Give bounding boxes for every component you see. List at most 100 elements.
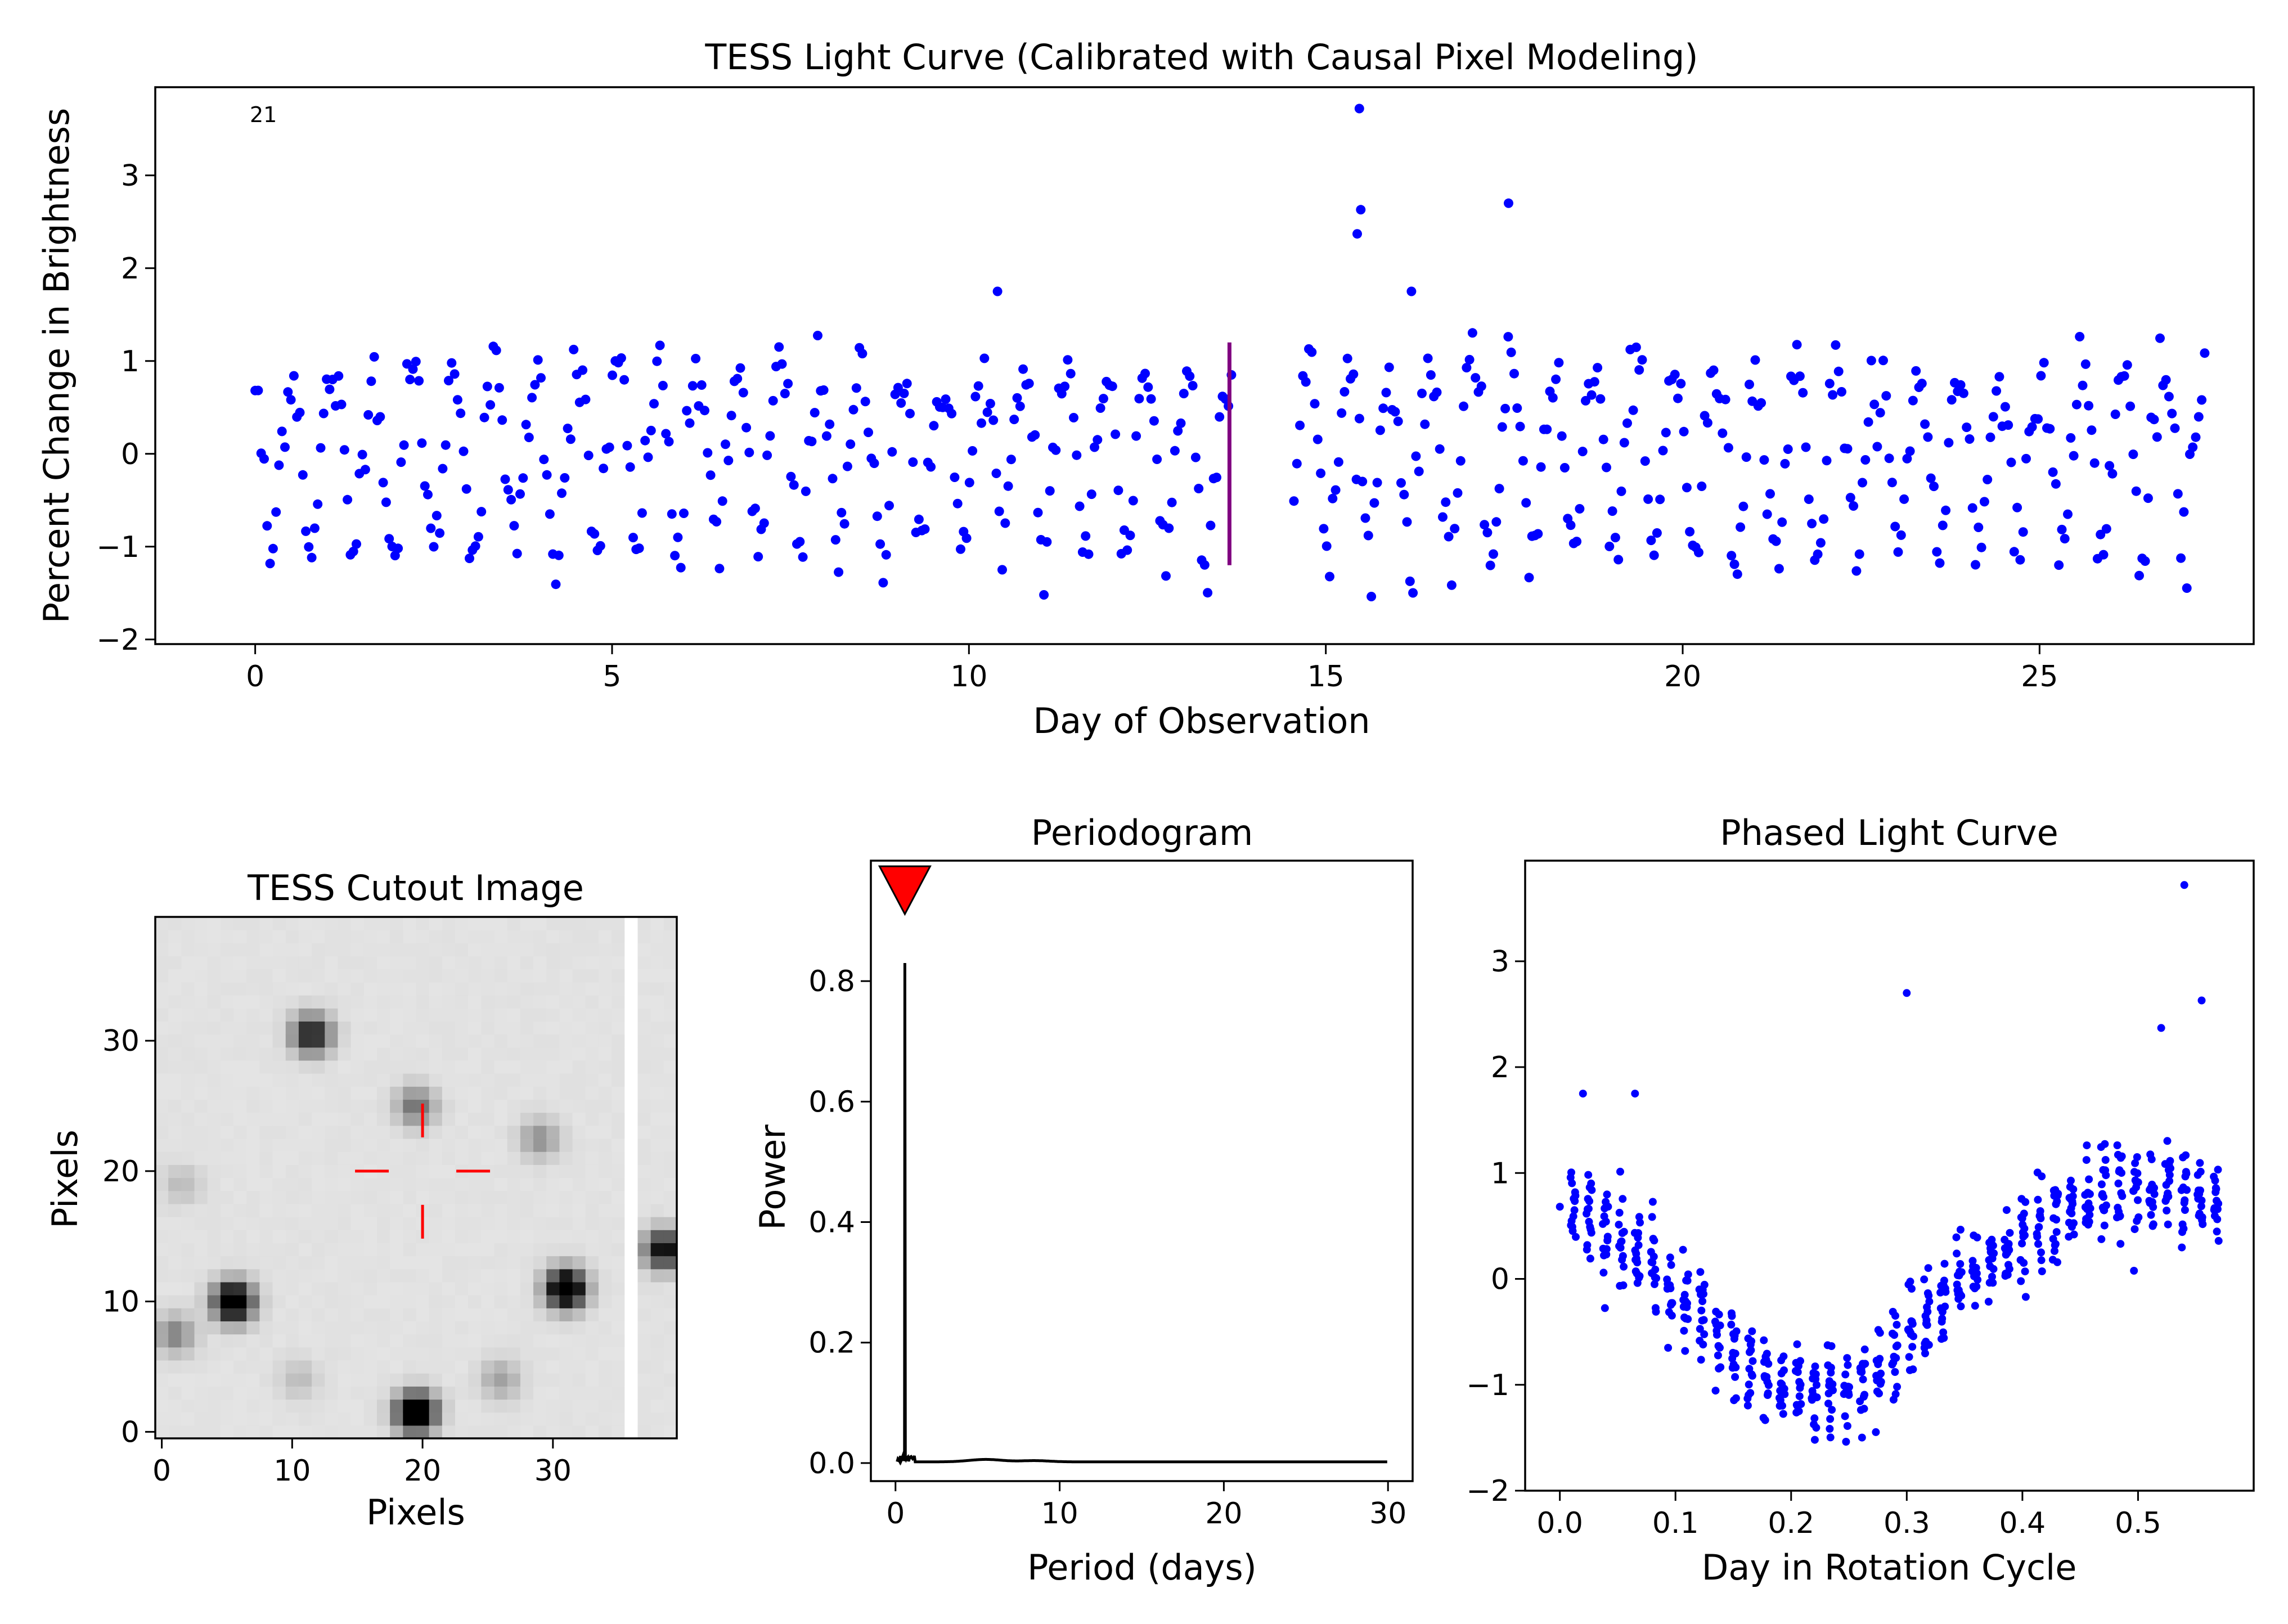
cutout-pixel [298,1360,312,1374]
cutout-pixel [285,1138,299,1152]
light-curve-point [1679,426,1689,437]
cutout-pixel [442,1230,456,1243]
cutout-pixel [246,1203,260,1217]
phased-point [1986,1262,1994,1270]
phased-point [1696,1268,1705,1276]
phased-x-tick-label: 0.0 [1536,1506,1583,1540]
phased-point [1888,1360,1896,1369]
phased-point [1808,1387,1817,1395]
cutout-pixel [612,1256,625,1270]
cutout-pixel [246,1425,260,1439]
phased-point [1631,1090,1639,1098]
cutout-pixel [390,969,403,983]
light-curve-point [1815,538,1826,548]
cutout-pixel [168,1399,182,1413]
light-curve-point [619,375,630,385]
cutout-pixel [246,1099,260,1113]
cutout-pixel [546,1321,560,1335]
cutout-pixel [598,1099,612,1113]
cutout-pixel [650,1308,664,1322]
cutout-pixel [494,1386,508,1400]
cutout-pixel [442,917,456,930]
cutout-pixel [468,1334,482,1348]
light-curve-point [1911,366,1921,376]
cutout-pixel [507,943,521,957]
cutout-pixel [168,1099,182,1113]
phased-point [1712,1326,1721,1335]
cutout-pixel [155,1230,169,1243]
cutout-pixel [403,1008,417,1022]
cutout-pixel [585,1321,599,1335]
cutout-pixel [155,1256,169,1270]
cutout-pixel [429,1217,443,1230]
cutout-pixel [285,1047,299,1061]
cutout-pixel [650,1073,664,1087]
cutout-pixel [207,1347,221,1361]
cutout-pixel [403,930,417,943]
cutout-pixel [650,969,664,983]
light-curve-point [884,501,894,511]
cutout-pixel [312,1281,325,1295]
light-curve-point [307,552,317,563]
light-curve-point [1500,403,1511,413]
cutout-pixel [598,1386,612,1400]
cutout-pixel [481,1347,495,1361]
cutout-pixel [272,1425,286,1439]
cutout-pixel [442,1295,456,1308]
cutout-pixel [455,956,469,970]
phased-point [2114,1179,2123,1187]
cutout-pixel [363,930,377,943]
cutout-pixel [442,1138,456,1152]
cutout-pixel [338,917,352,930]
light-curve-point [274,460,284,470]
light-curve-point [569,344,579,354]
cutout-pixel [325,1268,339,1283]
cutout-pixel [468,930,482,943]
cutout-pixel [637,1086,651,1100]
light-curve-point [545,509,555,519]
cutout-pixel [363,1112,377,1126]
cutout-pixel [494,1217,508,1230]
cutout-pixel [259,1386,273,1400]
phased-point [1953,1249,1961,1258]
phased-point [1920,1275,1929,1284]
cutout-pixel [233,1125,247,1139]
light-curve-point [1828,390,1838,400]
light-curve-point [1720,394,1730,404]
cutout-pixel [416,1268,430,1283]
cutout-pixel [624,1008,639,1022]
light-curve-point [774,342,784,352]
phased-y-tick-label: 0 [1491,1263,1509,1297]
cutout-pixel [533,1425,547,1439]
phased-point [1760,1358,1768,1366]
cutout-pixel [194,943,208,957]
cutout-pixel [494,1243,508,1257]
cutout-pixel [285,982,299,996]
phased-x-tick-label: 0.3 [1884,1506,1930,1540]
phased-point [1796,1384,1804,1392]
cutout-pixel [572,1021,586,1035]
cutout-pixel [598,1177,612,1191]
cutout-pixel [533,1268,547,1283]
cutout-pixel [533,956,547,970]
cutout-pixel [637,1243,651,1257]
light-curve-point [738,388,748,398]
cutout-pixel [350,917,365,930]
cutout-pixel [455,1268,469,1283]
light-curve-point [703,448,713,458]
cutout-pixel [442,1112,456,1126]
cutout-pixel [194,1034,208,1048]
cutout-pixel [442,1399,456,1413]
cutout-pixel [155,943,169,957]
cutout-pixel [298,1399,312,1413]
light-curve-point [1935,558,1945,568]
cutout-pixel [650,943,664,957]
cutout-pixel [220,1203,234,1217]
cutout-pixel [207,1243,221,1257]
cutout-pixel [481,1034,495,1048]
cutout-pixel [246,1125,260,1139]
cutout-pixel [429,1073,443,1087]
cutout-pixel [298,1125,312,1139]
cutout-pixel [612,1347,625,1361]
cutout-pixel [507,1177,521,1191]
